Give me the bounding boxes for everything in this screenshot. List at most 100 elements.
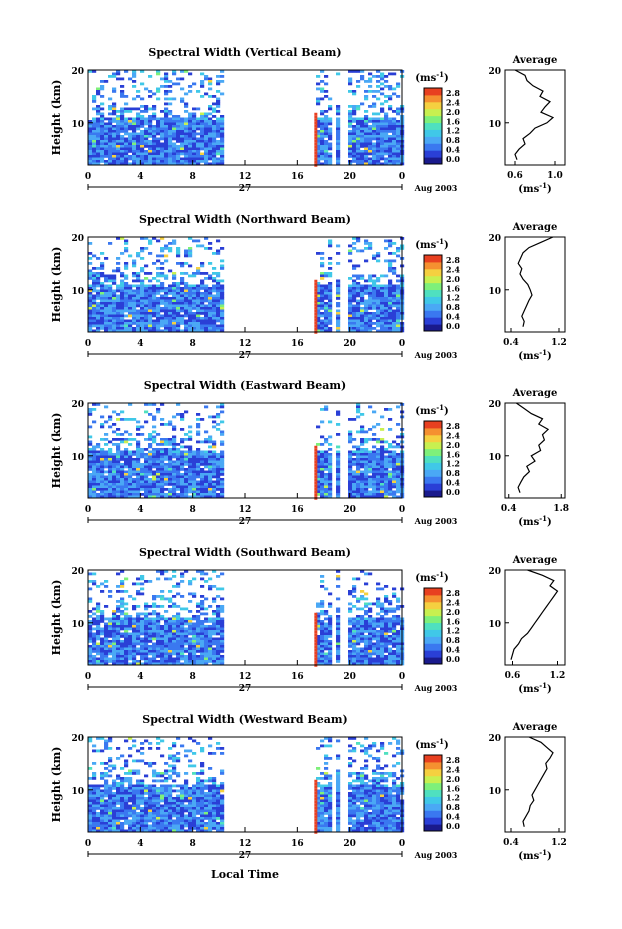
heat-cell — [180, 122, 185, 126]
heat-cell — [388, 105, 393, 108]
heat-cell — [328, 458, 333, 461]
heat-cell — [316, 140, 321, 143]
heat-cell — [204, 130, 209, 133]
heat-cell — [108, 460, 113, 464]
heat-cell — [216, 100, 221, 103]
heat-cell — [392, 493, 397, 496]
heat-cell — [220, 635, 225, 638]
heat-cell — [172, 147, 177, 151]
heat-cell — [140, 145, 145, 148]
heat-cell — [140, 470, 145, 474]
heat-cell — [316, 652, 321, 656]
heat-cell — [388, 473, 393, 476]
heat-cell — [160, 605, 165, 608]
heat-cell — [136, 490, 141, 494]
heat-cell — [352, 279, 357, 283]
heat-cell — [192, 640, 197, 643]
heat-cell — [220, 322, 225, 325]
x-tick-label: 12 — [239, 172, 252, 182]
heat-cell — [316, 627, 321, 631]
heat-cell — [140, 620, 145, 623]
heat-cell — [120, 642, 125, 646]
heat-cell — [164, 488, 169, 491]
heat-cell — [184, 302, 189, 305]
heat-cell — [96, 272, 101, 275]
heat-cell — [320, 130, 325, 133]
heat-cell — [100, 455, 105, 459]
heat-cell — [88, 142, 93, 146]
heat-cell — [88, 252, 93, 255]
heat-cell — [188, 445, 193, 449]
heat-cell — [372, 95, 377, 98]
heat-cell — [216, 575, 221, 578]
heat-cell — [188, 448, 193, 451]
colorbar-tick-label: 2.0 — [446, 274, 460, 284]
heat-cell — [168, 438, 173, 441]
heat-cell — [124, 577, 129, 581]
heat-cell — [192, 127, 197, 131]
heat-cell — [128, 302, 133, 305]
heat-cell — [200, 650, 205, 653]
heat-cell — [168, 600, 173, 603]
heat-cell — [212, 640, 217, 643]
heat-cell — [184, 637, 189, 641]
heat-cell — [356, 577, 361, 581]
panel-title: Spectral Width (Eastward Beam) — [144, 379, 346, 392]
heat-cell — [136, 473, 141, 476]
heat-cell — [156, 443, 161, 446]
heat-cell — [180, 314, 185, 318]
heat-cell — [104, 640, 109, 643]
heat-cell — [92, 282, 97, 285]
heat-cell — [324, 95, 329, 98]
heat-cell — [92, 95, 97, 98]
heat-cell — [156, 309, 161, 313]
heat-cell — [208, 87, 213, 91]
heat-cell — [356, 160, 361, 163]
heat-cell — [388, 480, 393, 484]
heat-cell — [356, 117, 361, 121]
heat-cell — [120, 327, 125, 330]
heat-cell — [216, 650, 221, 653]
heat-cell — [120, 147, 125, 151]
heat-cell — [180, 632, 185, 636]
heat-cell — [100, 142, 105, 146]
heat-cell — [192, 287, 197, 290]
heat-cell — [168, 150, 173, 153]
heat-cell — [160, 645, 165, 648]
heat-cell — [144, 105, 149, 108]
heat-cell — [196, 493, 201, 496]
y-axis-label: Height (km) — [50, 247, 63, 323]
heat-cell — [200, 95, 205, 98]
heat-cell — [176, 150, 181, 153]
heat-cell — [152, 130, 157, 133]
heat-cell — [116, 465, 121, 469]
heat-cell — [392, 137, 397, 141]
heat-cell — [396, 480, 401, 484]
heat-cell — [164, 120, 169, 123]
heat-cell — [136, 279, 141, 283]
heat-cell — [396, 637, 401, 641]
heat-cell — [168, 145, 173, 148]
heat-cell — [364, 239, 369, 243]
heat-cell — [100, 252, 105, 255]
heat-cell — [212, 488, 217, 491]
heat-cell — [212, 620, 217, 623]
heat-cell — [192, 493, 197, 496]
heat-cell — [140, 592, 145, 596]
heat-cell — [320, 329, 325, 333]
heat-cell — [96, 289, 101, 293]
heat-cell — [96, 627, 101, 631]
heat-cell — [324, 120, 329, 123]
heat-cell — [136, 475, 141, 479]
heat-cell — [124, 264, 129, 268]
colorbar-swatch — [424, 462, 442, 470]
heat-cell — [120, 570, 125, 573]
heat-cell — [204, 307, 209, 310]
colorbar-swatch — [424, 101, 442, 110]
heat-cell — [188, 319, 193, 323]
heat-cell — [136, 160, 141, 163]
heat-cell — [188, 130, 193, 133]
heat-cell — [388, 304, 393, 308]
heat-cell — [164, 309, 169, 313]
heat-cell — [136, 115, 141, 118]
